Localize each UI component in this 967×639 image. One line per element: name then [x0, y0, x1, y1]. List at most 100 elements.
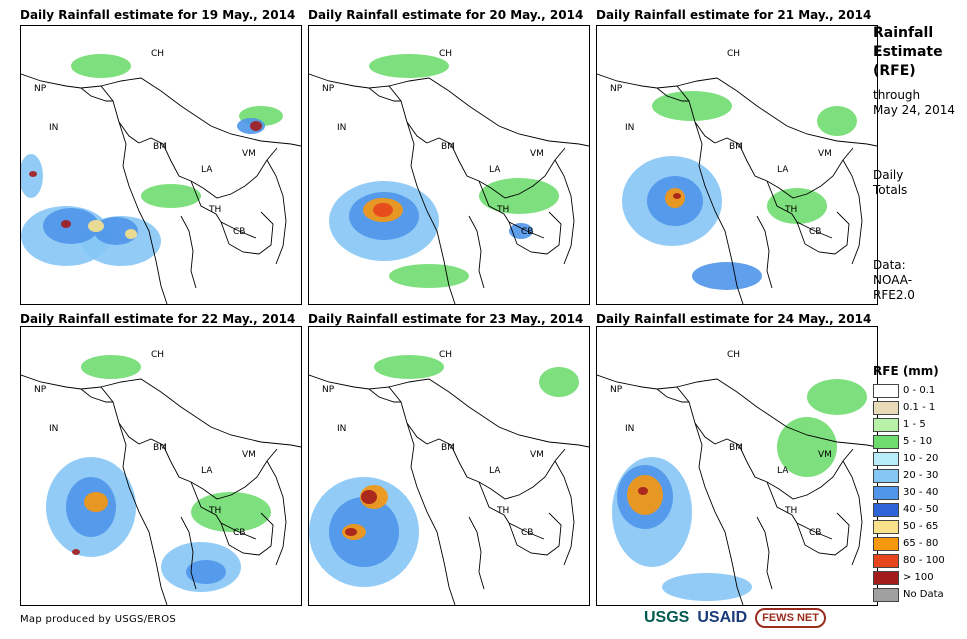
country-border — [656, 87, 689, 102]
country-border — [756, 516, 773, 590]
legend-swatch — [873, 417, 899, 432]
country-label: LA — [777, 165, 789, 175]
country-border — [220, 512, 274, 556]
country-label: LA — [489, 466, 501, 476]
legend-label: 20 - 30 — [903, 470, 939, 481]
country-label: VM — [530, 149, 544, 159]
country-label: TH — [784, 506, 797, 516]
rainfall-map-5: CH NP IN BM VM LA TH CB — [308, 326, 590, 606]
panel-title-2: Daily Rainfall estimate for 20 May., 201… — [308, 8, 584, 22]
country-label: IN — [337, 123, 346, 133]
legend-label: 0 - 0.1 — [903, 385, 936, 396]
country-label: BM — [153, 142, 167, 152]
country-label: NP — [322, 385, 335, 395]
country-border — [266, 460, 287, 566]
rainfall-patch — [638, 487, 648, 495]
country-border — [468, 516, 485, 590]
legend-swatch — [873, 570, 899, 585]
rainfall-patch — [186, 560, 226, 584]
legend-label: 50 - 65 — [903, 521, 939, 532]
rainfall-patch — [479, 178, 559, 214]
usgs-logo: USGS — [644, 609, 690, 626]
country-border — [694, 121, 744, 304]
country-border — [478, 180, 545, 239]
rainfall-patch — [374, 355, 444, 379]
rainfall-patch — [141, 184, 201, 208]
country-border — [80, 87, 113, 102]
country-label: CB — [809, 528, 821, 538]
country-label: CB — [521, 528, 533, 538]
rainfall-map-6: CH NP IN BM VM LA TH CB — [596, 326, 878, 606]
legend-item: 1 - 5 — [873, 416, 945, 433]
country-borders — [21, 73, 301, 304]
country-label: LA — [489, 165, 501, 175]
country-border — [554, 460, 575, 566]
legend-item: 40 - 50 — [873, 501, 945, 518]
country-border — [766, 180, 833, 239]
legend-swatch — [873, 383, 899, 398]
country-label: CH — [439, 350, 452, 360]
country-label: IN — [49, 424, 58, 434]
country-border — [118, 121, 168, 304]
rainfall-patch — [777, 417, 837, 477]
country-label: TH — [208, 506, 221, 516]
country-border — [388, 77, 589, 147]
legend-title: RFE (mm) — [873, 364, 939, 378]
country-label: CB — [809, 227, 821, 237]
country-label: NP — [610, 84, 623, 94]
country-border — [138, 137, 204, 189]
rainfall-patch — [72, 549, 80, 555]
legend-label: 40 - 50 — [903, 504, 939, 515]
legend-label: 10 - 20 — [903, 453, 939, 464]
country-label: TH — [496, 205, 509, 215]
country-border — [554, 159, 575, 265]
rfe-title: Rainfall Estimate (RFE) — [873, 25, 943, 79]
country-border — [368, 87, 401, 102]
country-label: VM — [242, 450, 256, 460]
legend-swatch — [873, 400, 899, 415]
legend-swatch — [873, 553, 899, 568]
country-label: LA — [201, 165, 213, 175]
country-border — [714, 438, 780, 490]
country-border — [406, 422, 456, 605]
panel-title-1: Daily Rainfall estimate for 19 May., 201… — [20, 8, 296, 22]
country-label: CH — [151, 350, 164, 360]
country-label: NP — [610, 385, 623, 395]
through-text: through May 24, 2014 — [873, 88, 956, 117]
rainfall-fields — [612, 379, 867, 601]
country-border — [694, 422, 744, 605]
rainfall-patch — [361, 490, 377, 504]
fews-net-logo: FEWS NET — [755, 608, 826, 628]
country-border — [138, 438, 204, 490]
legend-item: 10 - 20 — [873, 450, 945, 467]
country-label: CB — [233, 227, 245, 237]
rainfall-patch — [94, 217, 138, 245]
rainfall-patch — [807, 379, 867, 415]
legend-swatch — [873, 536, 899, 551]
rainfall-fields — [622, 91, 857, 290]
legend-item: No Data — [873, 586, 945, 603]
rainfall-patch — [652, 91, 732, 121]
country-borders — [21, 374, 301, 605]
country-label: TH — [784, 205, 797, 215]
legend-swatch — [873, 468, 899, 483]
country-border — [220, 211, 274, 255]
country-label: VM — [242, 149, 256, 159]
panel-title-6: Daily Rainfall estimate for 24 May., 201… — [596, 312, 872, 326]
legend: 0 - 0.1 0.1 - 1 1 - 5 5 - 10 10 - 20 20 - 30 3… — [873, 382, 945, 603]
country-label: BM — [153, 443, 167, 453]
daily-totals-text: Daily Totals — [873, 168, 908, 197]
country-label: IN — [625, 424, 634, 434]
country-border — [388, 378, 589, 448]
country-label: NP — [34, 385, 47, 395]
country-border — [676, 378, 877, 448]
country-border — [180, 215, 197, 289]
panel-title-3: Daily Rainfall estimate for 21 May., 201… — [596, 8, 872, 22]
country-border — [656, 388, 689, 403]
rainfall-patch — [71, 54, 131, 78]
country-label: NP — [34, 84, 47, 94]
rainfall-map-4: CH NP IN BM VM LA TH CB — [20, 326, 302, 606]
country-border — [714, 137, 780, 189]
country-label: BM — [729, 142, 743, 152]
country-border — [426, 137, 492, 189]
